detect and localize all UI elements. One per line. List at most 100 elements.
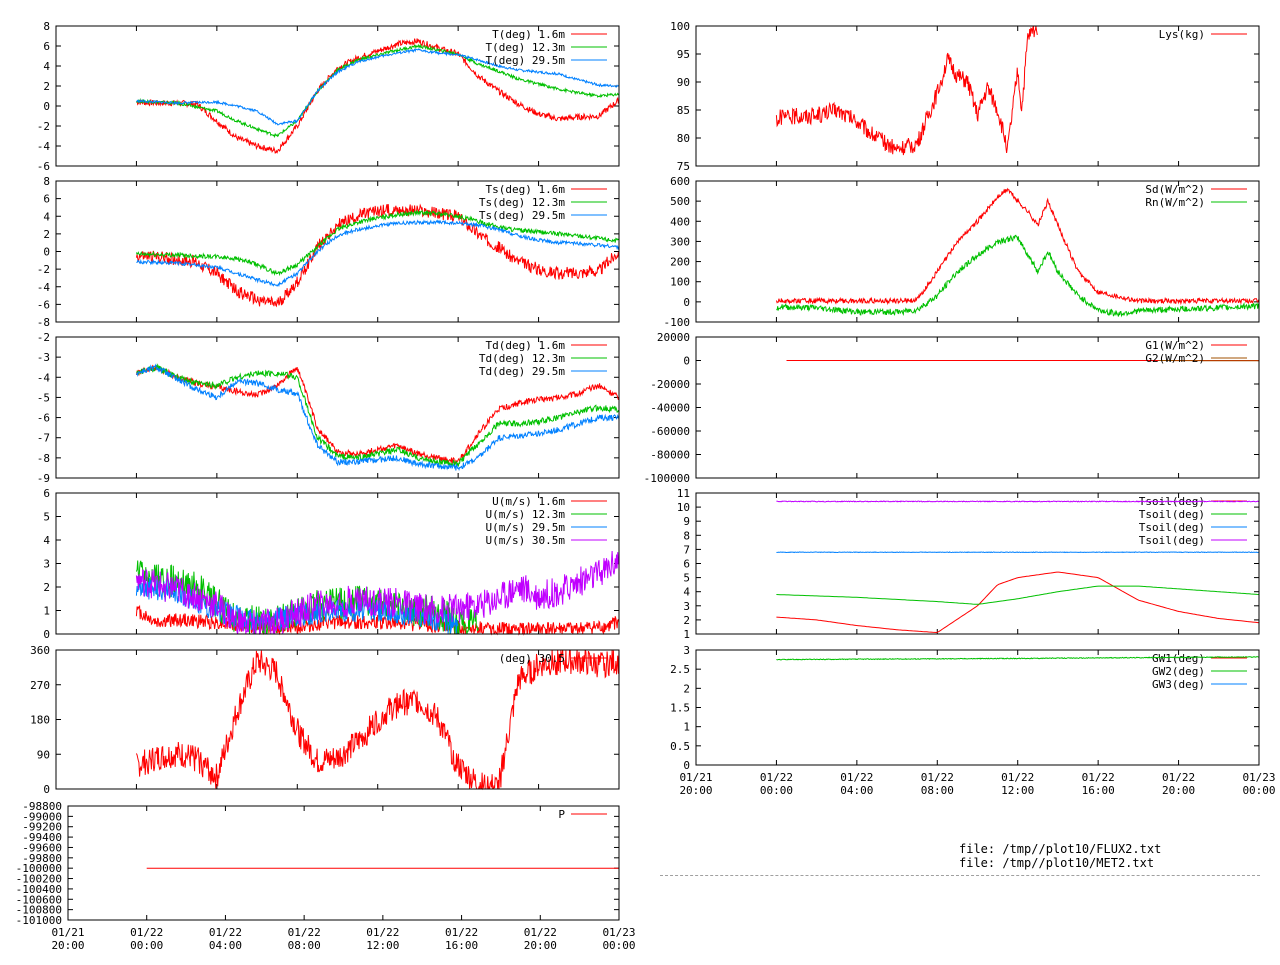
- legend-label: U(m/s) 12.3m: [486, 508, 566, 521]
- x-tick-label: 01/22: [445, 926, 478, 939]
- y-tick-label: 6: [683, 558, 690, 571]
- legend-label: Td(deg) 29.5m: [479, 365, 565, 378]
- y-tick-label: -6: [37, 298, 50, 311]
- x-tick-label: 01/22: [288, 926, 321, 939]
- y-tick-label: 90: [677, 76, 690, 89]
- x-tick-label: 01/22: [840, 771, 873, 784]
- y-tick-label: 2: [43, 228, 50, 241]
- x-tick-label: 01/23: [602, 926, 635, 939]
- legend-label: Tsoil(deg): [1139, 534, 1205, 547]
- y-tick-label: 1: [683, 628, 690, 641]
- x-tick-label: 01/22: [1082, 771, 1115, 784]
- y-tick-label: 2: [683, 682, 690, 695]
- x-tick-label: 20:00: [679, 784, 712, 797]
- x-tick-label: 00:00: [760, 784, 793, 797]
- series-line: [776, 26, 1037, 155]
- series-line: [136, 650, 619, 789]
- x-tick-label: 20:00: [524, 939, 557, 952]
- y-tick-label: -4: [37, 371, 51, 384]
- file-label-flux: file: /tmp//plot10/FLUX2.txt: [959, 842, 1161, 856]
- series-line: [136, 365, 619, 471]
- y-tick-label: 300: [670, 235, 690, 248]
- y-tick-label: -4: [37, 281, 51, 294]
- x-tick-label: 00:00: [130, 939, 163, 952]
- y-tick-label: -3: [37, 351, 50, 364]
- y-tick-label: -2: [37, 331, 50, 344]
- y-tick-label: 8: [43, 20, 50, 33]
- y-tick-label: 0: [43, 246, 50, 259]
- legend-label: P: [558, 808, 565, 821]
- series-line: [776, 235, 1259, 316]
- x-tick-label: 01/22: [524, 926, 557, 939]
- y-tick-label: 3: [683, 600, 690, 613]
- y-tick-label: 4: [43, 60, 50, 73]
- legend-label: Ts(deg) 1.6m: [486, 183, 566, 196]
- y-tick-label: -6: [37, 160, 50, 173]
- y-tick-label: 270: [30, 679, 50, 692]
- x-tick-label: 16:00: [445, 939, 478, 952]
- x-tick-label: 16:00: [1082, 784, 1115, 797]
- y-tick-label: 4: [43, 534, 50, 547]
- y-tick-label: 400: [670, 215, 690, 228]
- y-tick-label: 200: [670, 256, 690, 269]
- y-tick-label: 1: [43, 605, 50, 618]
- y-tick-label: 4: [43, 210, 50, 223]
- chart-panel-9: 1234567891011Tsoil(deg)Tsoil(deg)Tsoil(d…: [677, 487, 1259, 641]
- y-tick-label: 3: [43, 558, 50, 571]
- y-tick-label: 6: [43, 40, 50, 53]
- y-tick-label: 7: [683, 543, 690, 556]
- x-tick-label: 20:00: [51, 939, 84, 952]
- y-tick-label: 80: [677, 132, 690, 145]
- x-tick-label: 01/21: [51, 926, 84, 939]
- y-tick-label: -100000: [644, 472, 690, 485]
- y-tick-label: -9: [37, 472, 50, 485]
- x-tick-label: 01/22: [1162, 771, 1195, 784]
- y-tick-label: 180: [30, 714, 50, 727]
- series-line: [776, 586, 1259, 604]
- y-tick-label: 75: [677, 160, 690, 173]
- y-tick-label: 100: [670, 20, 690, 33]
- divider-line: [660, 875, 1260, 876]
- legend-label: GW3(deg): [1152, 678, 1205, 691]
- y-tick-label: 8: [43, 175, 50, 188]
- legend-label: Td(deg) 12.3m: [479, 352, 565, 365]
- y-tick-label: 3: [683, 644, 690, 657]
- y-tick-label: 8: [683, 529, 690, 542]
- x-tick-label: 08:00: [921, 784, 954, 797]
- x-tick-label: 01/22: [209, 926, 242, 939]
- chart-panel-5: -101000-100800-100600-100400-100200-1000…: [16, 800, 636, 952]
- y-tick-label: 1: [683, 721, 690, 734]
- series-line: [776, 552, 1259, 553]
- y-tick-label: -100: [664, 316, 691, 329]
- y-tick-label: 20000: [657, 331, 690, 344]
- y-tick-label: 0.5: [670, 740, 690, 753]
- x-tick-label: 12:00: [366, 939, 399, 952]
- x-tick-label: 08:00: [288, 939, 321, 952]
- legend-label: U(m/s) 29.5m: [486, 521, 566, 534]
- y-tick-label: -2: [37, 120, 50, 133]
- legend-label: T(deg) 29.5m: [486, 54, 566, 67]
- series-line: [136, 366, 619, 465]
- y-tick-label: -40000: [650, 402, 690, 415]
- legend-label: T(deg) 12.3m: [486, 41, 566, 54]
- file-label-met: file: /tmp//plot10/MET2.txt: [959, 856, 1154, 870]
- y-tick-label: 0: [43, 100, 50, 113]
- y-tick-label: 90: [37, 748, 50, 761]
- legend-label: Td(deg) 1.6m: [486, 339, 566, 352]
- y-tick-label: 2.5: [670, 663, 690, 676]
- y-tick-label: 100: [670, 276, 690, 289]
- y-tick-label: 2: [683, 614, 690, 627]
- legend-label: T(deg) 1.6m: [492, 28, 565, 41]
- chart-panel-10: 00.511.522.5301/2120:0001/2200:0001/2204…: [670, 644, 1275, 797]
- x-tick-label: 00:00: [602, 939, 635, 952]
- x-tick-label: 01/22: [366, 926, 399, 939]
- y-tick-label: 10: [677, 501, 690, 514]
- y-tick-label: 5: [43, 511, 50, 524]
- x-tick-label: 12:00: [1001, 784, 1034, 797]
- y-tick-label: 1.5: [670, 702, 690, 715]
